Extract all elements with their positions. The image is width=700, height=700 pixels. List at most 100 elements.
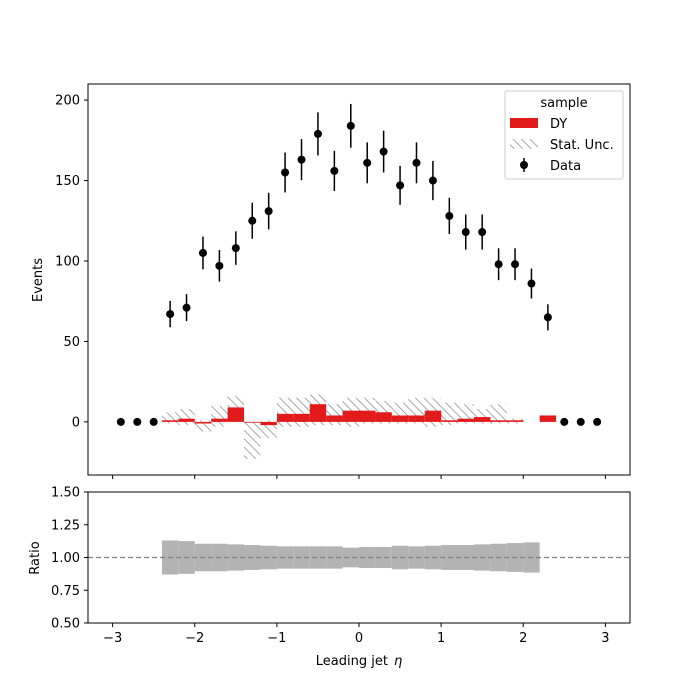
- data-point: [231, 244, 240, 253]
- ratio-unc-band: [342, 547, 359, 568]
- y-tick-label: 100: [55, 254, 80, 269]
- dy-bar: [424, 410, 442, 422]
- data-point: [346, 121, 355, 130]
- data-point: [198, 248, 207, 257]
- y-tick-label: 50: [63, 335, 80, 350]
- y-tick-label: 200: [55, 94, 80, 109]
- dy-bar: [441, 420, 458, 422]
- data-point: [478, 228, 487, 237]
- dy-bar: [359, 410, 376, 422]
- ratio-plot-panel: 0.50 0.75 1.00 1.25 1.50 −3 −2 −1 0 1 2 3 Ratio Le…: [28, 486, 631, 669]
- ratio-unc-band: [375, 547, 392, 568]
- legend-data-label: Data: [550, 159, 581, 174]
- y-tick-label: 0: [72, 415, 80, 430]
- data-point: [560, 417, 569, 426]
- dy-bar: [326, 415, 343, 422]
- dy-bar: [375, 412, 392, 422]
- dy-bar: [161, 420, 179, 422]
- data-point: [527, 279, 536, 288]
- dy-bar: [211, 418, 228, 422]
- x-tick-label: 0: [355, 631, 363, 646]
- y-tick-label: 150: [55, 174, 80, 189]
- stat-unc-box: [441, 402, 458, 426]
- data-point: [182, 303, 191, 312]
- legend-data-marker: [520, 161, 528, 169]
- legend-unc-swatch: [510, 139, 538, 149]
- x-tick-label: −1: [267, 631, 286, 646]
- data-point: [281, 168, 290, 177]
- x-tick-label: 1: [437, 631, 445, 646]
- stat-unc-box: [161, 412, 179, 424]
- dy-bar: [342, 410, 359, 422]
- data-point: [593, 417, 602, 426]
- data-point: [412, 158, 421, 167]
- x-axis-label-text: Leading jet: [316, 654, 388, 669]
- data-point: [248, 216, 257, 225]
- data-point: [461, 228, 470, 237]
- x-axis-label: Leading jet η: [316, 654, 402, 669]
- data-point: [297, 155, 306, 164]
- dy-bar: [227, 407, 245, 422]
- data-point: [264, 207, 273, 216]
- main-plot-panel: 0 50 100 150 200 Events sample DY Stat. Unc.…: [31, 83, 631, 479]
- ratio-y-tick-label: 0.75: [51, 584, 80, 599]
- data-point: [543, 313, 552, 322]
- data-point: [166, 310, 175, 319]
- ratio-y-tick-label: 1.00: [51, 551, 80, 566]
- stat-unc-box: [293, 397, 310, 427]
- stat-unc-box: [244, 421, 261, 459]
- dy-bar: [244, 421, 261, 423]
- legend-dy-label: DY: [550, 117, 567, 132]
- ratio-y-tick-label: 1.25: [51, 518, 80, 533]
- dy-bar: [194, 421, 212, 424]
- ratio-y-axis-label: Ratio: [28, 541, 43, 574]
- dy-bar: [293, 413, 310, 422]
- data-point: [396, 181, 405, 190]
- data-point: [149, 417, 158, 426]
- legend-dy-swatch: [510, 118, 538, 128]
- data-point: [428, 176, 437, 185]
- stat-unc-box: [490, 404, 507, 424]
- dy-bar: [276, 413, 294, 422]
- main-y-axis-label: Events: [31, 258, 46, 302]
- data-point: [494, 260, 503, 269]
- dy-bar: [178, 418, 195, 422]
- ratio-y-tick-label: 0.50: [51, 617, 80, 632]
- x-tick-label: −2: [185, 631, 204, 646]
- dy-bar: [260, 421, 277, 426]
- x-tick-label: −3: [103, 631, 122, 646]
- x-tick-label: 2: [519, 631, 527, 646]
- dy-bar: [473, 417, 491, 422]
- data-point: [363, 158, 372, 167]
- stat-unc-box: [211, 405, 228, 427]
- data-point: [133, 417, 142, 426]
- stat-unc-box: [178, 409, 195, 426]
- dy-bar: [490, 420, 507, 422]
- dy-bar: [506, 420, 524, 422]
- data-point: [511, 260, 520, 269]
- legend-unc-label: Stat. Unc.: [550, 138, 614, 153]
- data-point: [313, 129, 322, 138]
- dy-bar: [539, 415, 557, 422]
- ratio-unc-band: [276, 546, 294, 569]
- stat-unc-box: [326, 404, 343, 426]
- data-point: [379, 147, 388, 156]
- x-tick-label: 3: [601, 631, 609, 646]
- x-axis-label-symbol: η: [394, 654, 402, 669]
- legend: sample DY Stat. Unc. Data: [504, 90, 624, 180]
- legend-title: sample: [540, 96, 587, 111]
- data-point: [445, 211, 454, 220]
- ratio-unc-band: [293, 546, 310, 569]
- ratio-unc-band: [309, 546, 327, 569]
- ratio-unc-band: [326, 546, 343, 569]
- data-point: [116, 417, 125, 426]
- dy-bar: [309, 404, 327, 422]
- data-point: [576, 417, 585, 426]
- ratio-unc-band: [359, 547, 376, 568]
- data-point: [330, 166, 339, 175]
- dy-bar: [391, 415, 409, 422]
- dy-bar: [408, 415, 425, 422]
- data-point: [215, 261, 224, 270]
- ratio-y-tick-label: 1.50: [51, 486, 80, 501]
